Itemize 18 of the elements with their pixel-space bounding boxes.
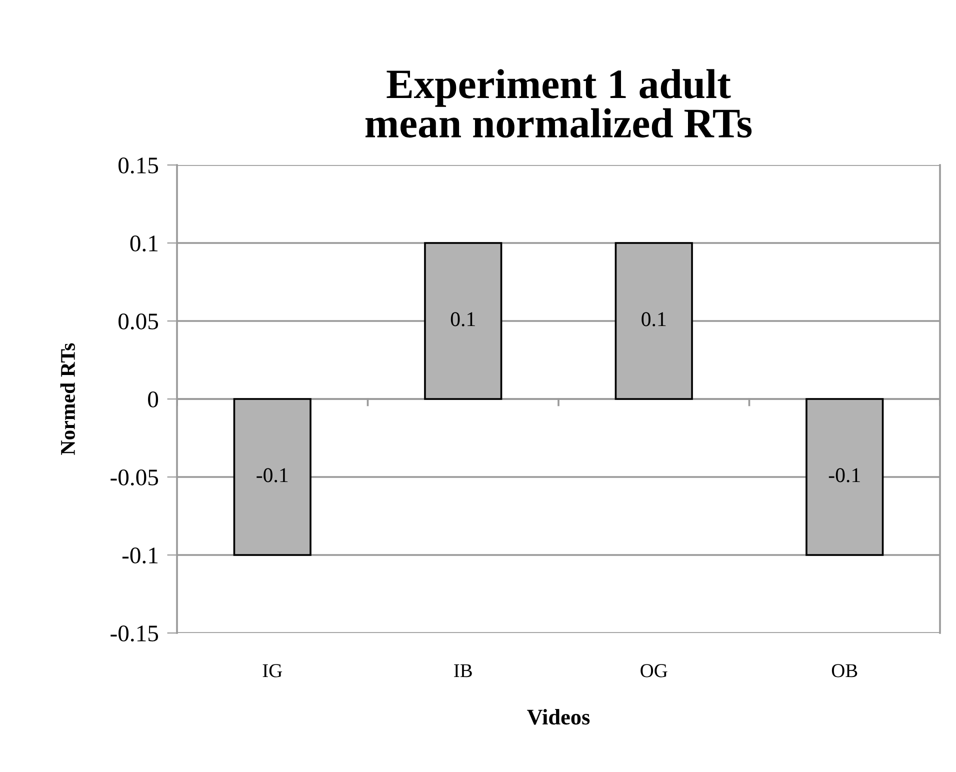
x-tick-label: IG — [262, 664, 282, 678]
chart-title: Experiment 1 adult mean normalized RTs — [366, 69, 752, 138]
y-tick-label: 0.1 — [130, 235, 158, 252]
y-tick-label: 0.15 — [118, 157, 158, 174]
y-tick-label: 0.05 — [118, 313, 158, 330]
x-axis-title: Videos — [527, 708, 590, 725]
x-tick-label: IB — [454, 664, 472, 678]
x-tick-label: OB — [832, 664, 858, 678]
y-axis-title: Normed RTs — [60, 343, 75, 455]
x-tick-label: OG — [640, 664, 668, 678]
data-label: 0.1 — [450, 312, 475, 326]
data-label: 0.1 — [642, 312, 666, 326]
y-tick-label: 0 — [148, 391, 158, 408]
y-tick-label: -0.15 — [110, 625, 158, 642]
y-tick-label: -0.05 — [110, 469, 158, 486]
y-tick-label: -0.1 — [122, 547, 158, 564]
data-label: -0.1 — [256, 468, 288, 482]
data-label: -0.1 — [828, 468, 860, 482]
